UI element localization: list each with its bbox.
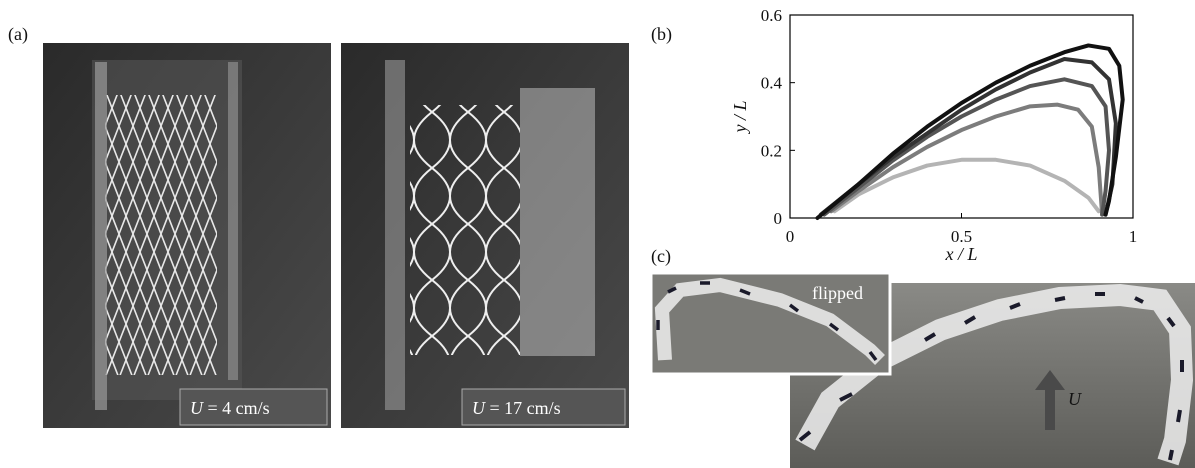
flow-label: U (1068, 389, 1082, 409)
photo-caption: U = 4 cm/s (190, 398, 270, 418)
panel-label: (c) (651, 246, 671, 267)
inset-label: flipped (812, 283, 863, 303)
x-tick-label: 0 (786, 227, 795, 246)
panel-label: (a) (8, 24, 28, 45)
caption-symbol: U (472, 398, 486, 418)
figure: (a) U = 4 cm/s U = 17 cm/s (b) 00.5100.2… (0, 0, 1195, 468)
caption-text: = 17 cm/s (490, 398, 561, 418)
x-tick-label: 1 (1129, 227, 1138, 246)
curve (835, 160, 1099, 211)
photo (43, 43, 331, 428)
y-tick-label: 0.2 (761, 141, 782, 160)
y-tick-label: 0.4 (761, 74, 783, 93)
photo-caption: U = 17 cm/s (472, 398, 561, 418)
y-tick-label: 0.6 (761, 6, 782, 25)
caption-symbol: U (190, 398, 204, 418)
photo (651, 273, 1195, 468)
x-axis-label: x / L (944, 244, 977, 264)
caption-text: = 4 cm/s (208, 398, 270, 418)
y-axis-label: y / L (730, 100, 750, 134)
panel-label: (b) (651, 24, 672, 45)
photo (341, 43, 629, 428)
y-tick-label: 0 (774, 209, 783, 228)
